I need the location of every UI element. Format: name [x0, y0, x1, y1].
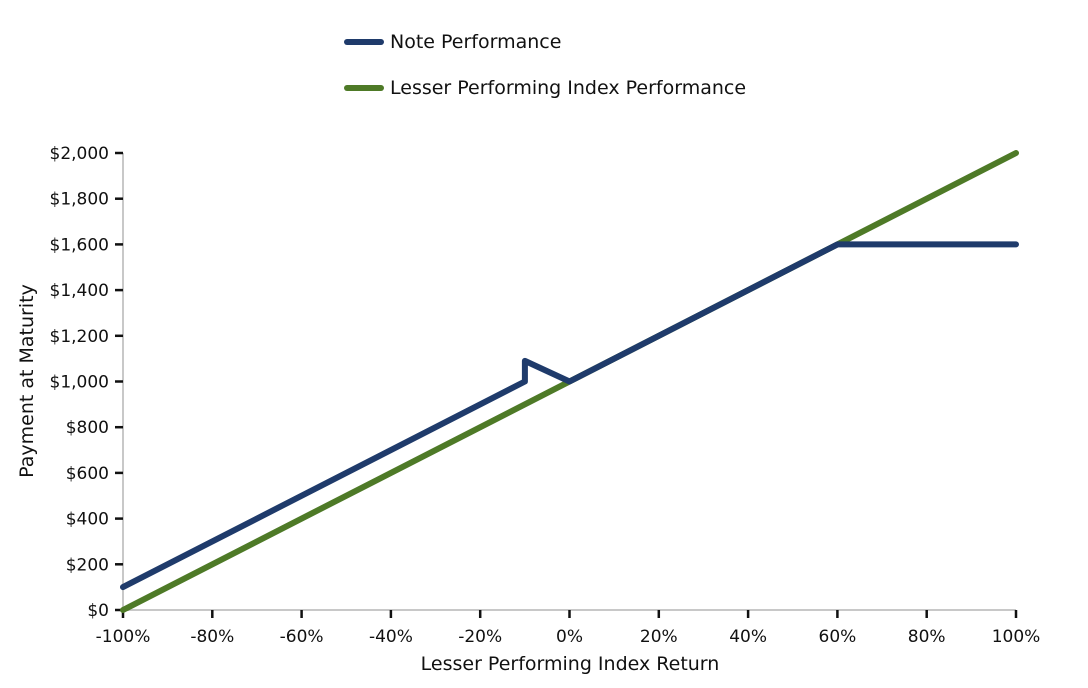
x-tick-label: -60% — [280, 627, 324, 647]
x-tick-label: -20% — [458, 627, 502, 647]
y-tick-label: $2,000 — [50, 144, 109, 164]
x-tick-label: 100% — [992, 627, 1041, 647]
x-tick-label: 20% — [640, 627, 678, 647]
series-line-note-performance — [120, 241, 1019, 591]
y-tick-label: $1,400 — [50, 281, 109, 301]
y-tick-label: $1,200 — [50, 327, 109, 347]
y-tick-label: $0 — [87, 601, 109, 621]
x-tick-label: 40% — [729, 627, 767, 647]
x-tick-label: -40% — [369, 627, 413, 647]
y-tick-label: $800 — [66, 418, 109, 438]
x-tick-label: 0% — [556, 627, 583, 647]
legend-label-note-performance: Note Performance — [390, 31, 561, 53]
y-tick-label: $600 — [66, 464, 109, 484]
legend: Note Performance Lesser Performing Index… — [344, 31, 746, 99]
x-tick-label: 80% — [908, 627, 946, 647]
y-tick-label: $1,600 — [50, 235, 109, 255]
y-tick-label: $1,800 — [50, 190, 109, 210]
x-tick-label: -80% — [190, 627, 234, 647]
x-tick-label: -100% — [96, 627, 151, 647]
y-ticks: $0 $200 $400 $600 $800 $1,000 $1,200 $1,400 $1,6… — [50, 144, 123, 621]
y-tick-label: $1,000 — [50, 373, 109, 393]
y-tick-label: $400 — [66, 510, 109, 530]
legend-label-index-performance: Lesser Performing Index Performance — [390, 77, 746, 99]
x-axis-title: Lesser Performing Index Return — [421, 653, 720, 675]
y-axis-title: Payment at Maturity — [16, 284, 38, 478]
x-tick-label: 60% — [819, 627, 857, 647]
series-lines — [120, 150, 1019, 613]
y-tick-label: $200 — [66, 555, 109, 575]
x-ticks: -100% -80% -60% -40% -20% 0% 20% 40% 60% 80% 100% — [96, 610, 1041, 647]
